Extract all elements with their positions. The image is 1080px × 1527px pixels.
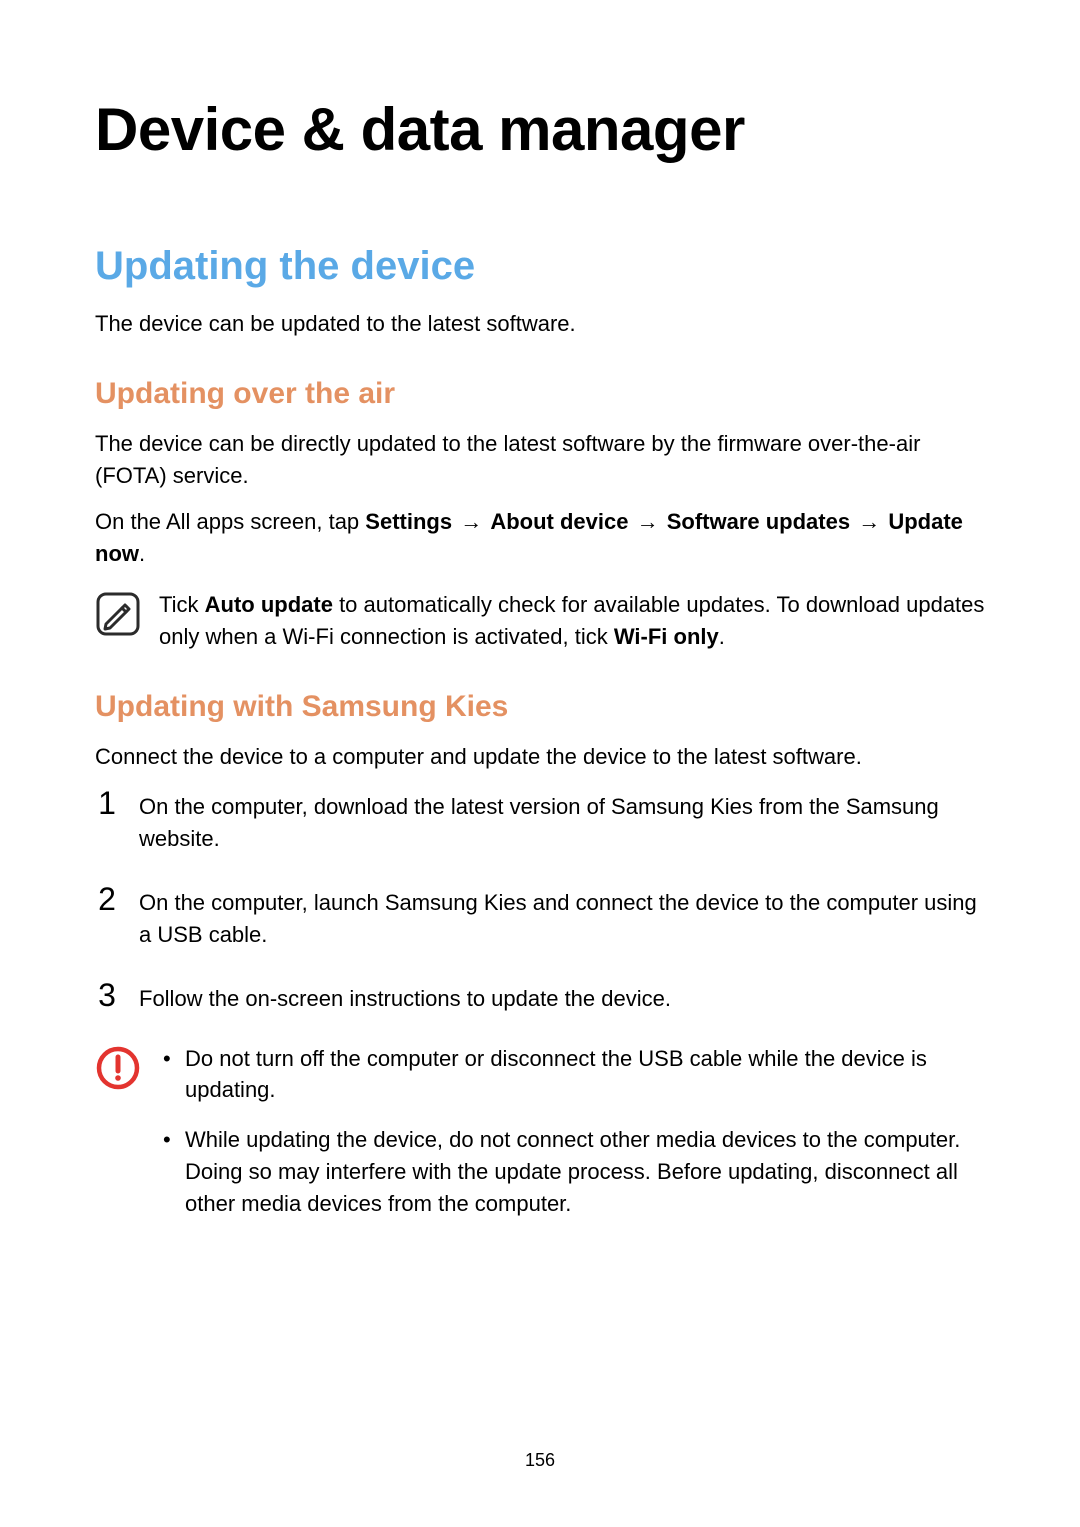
step-number: 2	[95, 883, 119, 915]
note-text: Tick Auto update to automatically check …	[159, 589, 985, 653]
section-heading-updating-device: Updating the device	[95, 242, 985, 290]
note-callout: Tick Auto update to automatically check …	[95, 589, 985, 653]
step-text: Follow the on-screen instructions to upd…	[139, 979, 985, 1015]
ota-paragraph: The device can be directly updated to th…	[95, 428, 985, 492]
section-intro: The device can be updated to the latest …	[95, 308, 985, 340]
subheading-kies: Updating with Samsung Kies	[95, 689, 985, 725]
step-text: On the computer, download the latest ver…	[139, 787, 985, 855]
note-icon	[95, 591, 141, 637]
warning-callout: Do not turn off the computer or disconne…	[95, 1043, 985, 1238]
page-number: 156	[0, 1450, 1080, 1471]
ota-path-software-updates: Software updates	[667, 509, 850, 534]
warning-item: Do not turn off the computer or disconne…	[159, 1043, 985, 1107]
warning-icon	[95, 1045, 141, 1091]
ota-path-settings: Settings	[365, 509, 452, 534]
step-number: 3	[95, 979, 119, 1011]
note-post: .	[719, 624, 725, 649]
manual-page: Device & data manager Updating the devic…	[0, 0, 1080, 1527]
arrow-icon: →	[635, 509, 661, 534]
note-wifi-only: Wi-Fi only	[614, 624, 719, 649]
kies-steps: 1 On the computer, download the latest v…	[95, 787, 985, 1014]
subheading-ota: Updating over the air	[95, 376, 985, 412]
ota-line-period: .	[139, 541, 145, 566]
warning-item: While updating the device, do not connec…	[159, 1124, 985, 1220]
step-1: 1 On the computer, download the latest v…	[95, 787, 985, 855]
arrow-icon: →	[458, 509, 484, 534]
step-text: On the computer, launch Samsung Kies and…	[139, 883, 985, 951]
ota-line-prefix: On the All apps screen, tap	[95, 509, 365, 534]
page-title: Device & data manager	[95, 95, 985, 164]
step-2: 2 On the computer, launch Samsung Kies a…	[95, 883, 985, 951]
step-3: 3 Follow the on-screen instructions to u…	[95, 979, 985, 1015]
step-number: 1	[95, 787, 119, 819]
ota-navigation-path: On the All apps screen, tap Settings → A…	[95, 506, 985, 570]
note-auto-update: Auto update	[205, 592, 333, 617]
ota-path-about-device: About device	[490, 509, 628, 534]
warning-text: Do not turn off the computer or disconne…	[159, 1043, 985, 1238]
warning-list: Do not turn off the computer or disconne…	[159, 1043, 985, 1220]
arrow-icon: →	[856, 509, 882, 534]
note-pre: Tick	[159, 592, 205, 617]
kies-intro: Connect the device to a computer and upd…	[95, 741, 985, 773]
